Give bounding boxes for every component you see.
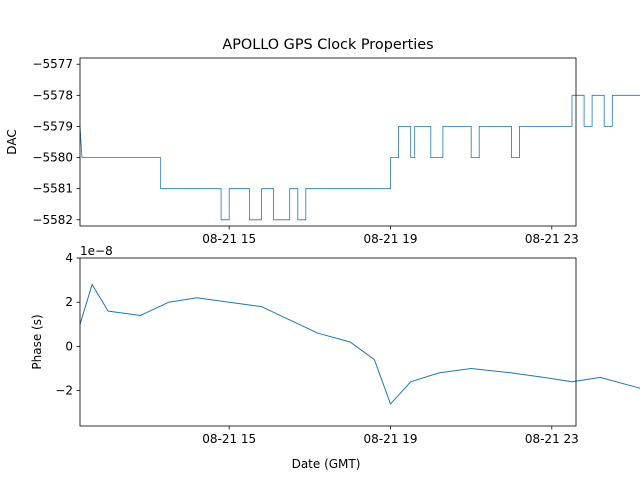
phase-x-tick-label: 08-21 19 (364, 432, 418, 446)
dac-x-tick-label: 08-21 19 (364, 232, 418, 246)
dac-y-tick-label: −5580 (32, 151, 73, 165)
dac-y-tick-label: −5578 (32, 88, 73, 102)
dac-series-line (79, 94, 640, 221)
phase-plot-area (79, 283, 640, 405)
dac-y-ticks: −5582 −5581 −5580 −5579 −5578 −5577 (32, 57, 80, 227)
dac-x-tick-label: 08-21 23 (525, 232, 579, 246)
phase-offset-text: 1e−8 (80, 244, 113, 258)
phase-y-ticks: −2 0 2 4 (55, 251, 80, 398)
phase-y-tick-label: 4 (65, 251, 73, 265)
dac-y-axis-label: DAC (5, 129, 19, 154)
dac-y-tick-label: −5579 (32, 119, 73, 133)
phase-y-axis-label: Phase (s) (30, 314, 44, 369)
dac-axes: −5582 −5581 −5580 −5579 −5578 −5577 08-21 15 0… (5, 57, 640, 246)
phase-series-line (79, 283, 640, 405)
phase-y-tick-label: 2 (65, 295, 73, 309)
phase-axes-frame (79, 257, 577, 427)
dac-y-tick-label: −5577 (32, 57, 73, 71)
phase-x-tick-label: 08-21 23 (525, 432, 579, 446)
chart-title: APOLLO GPS Clock Properties (222, 37, 433, 53)
dac-y-tick-label: −5582 (32, 213, 73, 227)
dac-y-tick-label: −5581 (32, 182, 73, 196)
phase-x-tick-label: 08-21 15 (202, 432, 256, 446)
phase-y-tick-label: 0 (65, 339, 73, 353)
x-axis-label: Date (GMT) (292, 457, 361, 471)
dac-axes-frame (79, 57, 577, 227)
dac-x-tick-label: 08-21 15 (202, 232, 256, 246)
dac-plot-area (79, 94, 640, 221)
phase-y-tick-label: −2 (55, 384, 73, 398)
